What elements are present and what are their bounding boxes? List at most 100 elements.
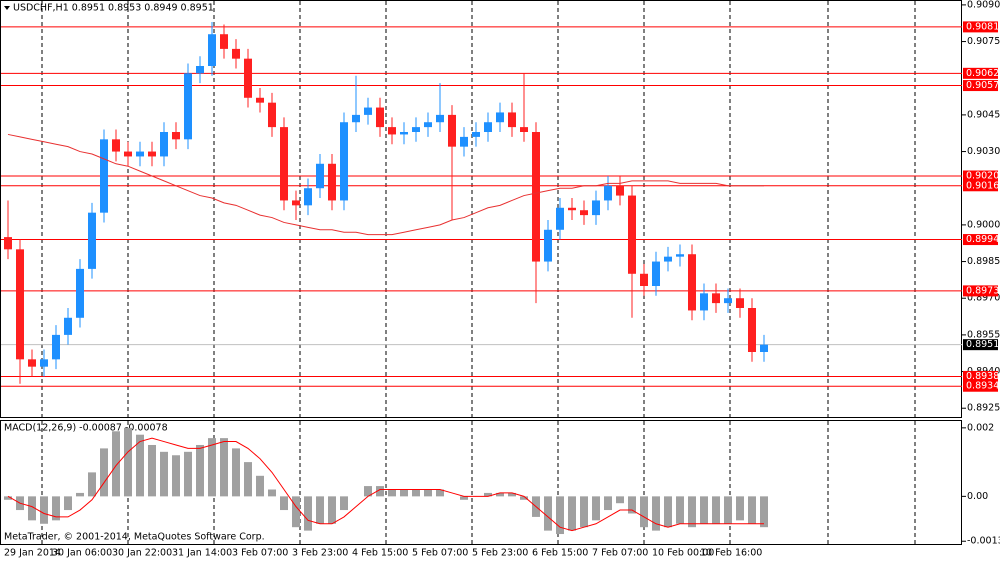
candle-body	[592, 200, 600, 216]
candle-body	[496, 112, 504, 123]
macd-bar	[736, 496, 744, 521]
macd-bar	[676, 496, 684, 524]
candle-body	[160, 132, 168, 157]
candle-body	[472, 132, 480, 137]
candle-body	[340, 122, 348, 201]
macd-bar	[700, 496, 708, 524]
macd-bar	[424, 489, 432, 497]
candle-body	[292, 200, 300, 206]
candle-body	[124, 151, 132, 157]
x-tick-label: 5 Feb 07:00	[412, 548, 468, 559]
level-label: 0.9016	[966, 180, 999, 191]
macd-bar	[268, 489, 276, 497]
candle-body	[652, 261, 660, 286]
macd-bar	[136, 434, 144, 497]
level-label: 0.9020	[966, 171, 999, 182]
candle-body	[532, 132, 540, 262]
candle-body	[220, 34, 228, 49]
y-tick-label: 0.002	[967, 422, 994, 433]
candle-body	[436, 114, 444, 123]
macd-bar	[304, 496, 312, 531]
x-tick-label: 4 Feb 15:00	[352, 548, 408, 559]
candle-body	[136, 151, 144, 157]
macd-bar	[28, 496, 36, 521]
candle-body	[172, 132, 180, 140]
macd-bar	[748, 496, 756, 524]
macd-bar	[184, 451, 192, 497]
macd-bar	[256, 475, 264, 497]
candle-body	[448, 114, 456, 147]
candle-body	[208, 34, 216, 66]
last-price-tag	[963, 339, 998, 351]
x-tick-label: 3 Feb 23:00	[292, 548, 348, 559]
x-tick-label: 3 Feb 07:00	[232, 548, 288, 559]
macd-bar	[436, 489, 444, 497]
candle-body	[700, 293, 708, 311]
level-tag	[963, 80, 998, 92]
macd-bar	[412, 489, 420, 497]
candle-body	[544, 229, 552, 262]
macd-bar	[628, 496, 636, 514]
macd-bar	[208, 438, 216, 497]
macd-bar	[376, 486, 384, 497]
candle-body	[568, 207, 576, 211]
last-price-label: 0.8951	[966, 339, 999, 350]
macd-bar	[76, 492, 84, 497]
level-tag	[963, 234, 998, 246]
y-tick-label: 0.00	[967, 491, 988, 502]
macd-bar	[64, 496, 72, 511]
level-tag	[963, 180, 998, 192]
x-tick-label: 29 Jan 2014	[4, 548, 61, 559]
macd-bar	[652, 496, 660, 531]
candle-body	[604, 185, 612, 201]
macd-bar	[88, 472, 96, 497]
macd-bar	[364, 486, 372, 497]
x-tick-label: 10 Feb 00:00	[652, 548, 714, 559]
candle-body	[676, 254, 684, 257]
macd-bar	[340, 496, 348, 511]
signal-line	[7, 437, 764, 532]
y-tick-label: 0.9045	[967, 109, 1000, 120]
candle-body	[724, 298, 732, 304]
x-tick-label: 6 Feb 15:00	[532, 548, 588, 559]
macd-bar	[544, 496, 552, 531]
level-label: 0.9081	[966, 21, 999, 32]
candle-body	[616, 185, 624, 196]
candle-body	[628, 195, 636, 274]
macd-bar	[580, 496, 588, 528]
chart-title: USDCHF,H1 0.8951 0.8953 0.8949 0.8951	[13, 3, 214, 14]
macd-bar	[568, 496, 576, 531]
candle-body	[484, 122, 492, 132]
y-tick-label: 0.8985	[967, 256, 1000, 267]
macd-bar	[196, 444, 204, 497]
candle-body	[424, 122, 432, 128]
x-tick-label: 10 Feb 16:00	[700, 548, 762, 559]
macd-bar	[316, 496, 324, 524]
candle-body	[196, 66, 204, 74]
copyright: MetaTrader, © 2001-2014, MetaQuotes Soft…	[4, 532, 265, 543]
level-label: 0.9062	[966, 68, 999, 79]
candle-body	[508, 112, 516, 128]
level-label: 0.8994	[966, 234, 999, 245]
level-label: 0.8973	[966, 285, 999, 296]
candle-body	[16, 249, 24, 360]
candle-body	[520, 127, 528, 132]
candle-body	[232, 48, 240, 59]
y-tick-label: 0.8925	[967, 403, 1000, 414]
y-tick-label: 0.9075	[967, 36, 1000, 47]
candle-body	[760, 344, 768, 352]
candle-body	[712, 293, 720, 304]
level-tag	[963, 370, 998, 382]
candle-body	[328, 163, 336, 201]
macd-bar	[556, 496, 564, 535]
macd-bar	[724, 496, 732, 524]
x-tick-label: 7 Feb 07:00	[592, 548, 648, 559]
candle-body	[4, 237, 12, 250]
x-tick-label: 31 Jan 14:00	[172, 548, 232, 559]
level-tag	[963, 170, 998, 182]
candle-body	[688, 254, 696, 311]
level-label: 0.8938	[966, 371, 999, 382]
candle-body	[640, 273, 648, 286]
y-tick-label: 0.9000	[967, 219, 1000, 230]
